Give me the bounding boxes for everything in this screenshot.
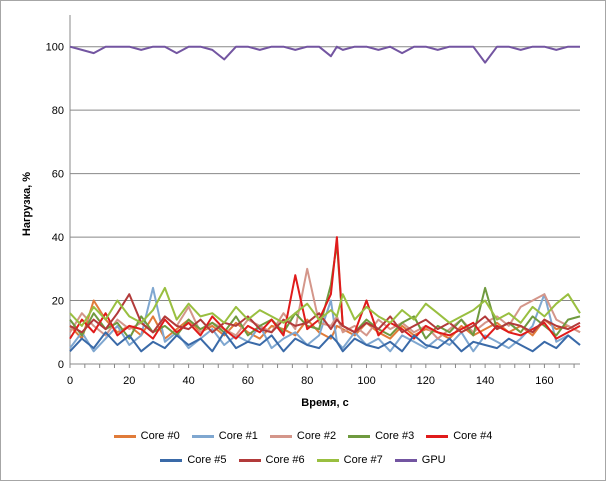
series-line-gpu <box>69 45 580 64</box>
legend-item: Core #6 <box>238 454 305 466</box>
legend-item: Core #7 <box>316 454 383 466</box>
legend-item: Core #2 <box>269 430 337 442</box>
x-tick-label: 40 <box>182 375 194 387</box>
legend-swatch <box>394 458 417 462</box>
legend-item: Core #5 <box>160 454 227 466</box>
series-line-core-7 <box>69 286 581 327</box>
legend-item: Core #1 <box>191 430 258 442</box>
legend-label: Core #7 <box>343 454 383 466</box>
x-tick-label: 160 <box>535 375 553 387</box>
legend-swatch <box>191 434 214 438</box>
axes <box>69 15 580 368</box>
legend-label: Core #5 <box>187 454 227 466</box>
legend-label: Core #0 <box>140 430 180 442</box>
x-tick-label: 100 <box>357 375 375 387</box>
legend-row: Core #5 Core #6 Core #7 GPU <box>0 448 606 472</box>
x-tick-label: 140 <box>476 375 494 387</box>
legend-label: Core #3 <box>375 430 415 442</box>
y-tick-label: 40 <box>52 232 64 244</box>
legend-swatch <box>316 458 339 462</box>
grid-lines <box>70 46 580 302</box>
legend-label: Core #6 <box>265 454 305 466</box>
series-line-core-1 <box>69 286 581 353</box>
legend-item: Core #4 <box>426 430 492 442</box>
y-tick-label: 100 <box>46 42 64 54</box>
y-tick-label: 0 <box>58 359 64 371</box>
x-tick-label: 120 <box>417 375 435 387</box>
legend-label: Core #4 <box>453 430 493 442</box>
x-axis-title: Время, с <box>301 397 348 409</box>
y-tick-label: 60 <box>52 169 64 181</box>
series-line-core-4 <box>69 236 581 340</box>
y-axis-title: Нагрузка, % <box>21 172 33 236</box>
series-line-core-6 <box>69 293 581 334</box>
legend-swatch <box>348 434 371 438</box>
legend-label: Core #2 <box>296 430 337 442</box>
legend-swatch <box>160 458 183 462</box>
tick-labels: 0 20 40 60 80 100 0 20 40 60 80 100 120 140 160 <box>46 42 554 387</box>
x-tick-label: 20 <box>123 375 135 387</box>
legend-swatch <box>113 434 136 438</box>
y-tick-label: 20 <box>52 296 64 308</box>
legend-row: Core #0 Core #1 Core #2 Core #3 Core #4 <box>0 424 606 448</box>
legend-label: Core #1 <box>218 430 258 442</box>
legend-label: GPU <box>421 454 446 466</box>
legend-item: GPU <box>394 454 446 466</box>
x-tick-label: 0 <box>67 375 73 387</box>
series-line-core-5 <box>69 331 581 353</box>
x-tick-label: 60 <box>242 375 254 387</box>
legend-swatch <box>238 458 261 462</box>
legend-swatch <box>269 434 292 438</box>
x-tick-label: 80 <box>301 375 313 387</box>
legend-item: Core #3 <box>348 430 414 442</box>
legend-item: Core #0 <box>113 430 180 442</box>
legend-swatch <box>426 434 449 438</box>
legend: Core #0 Core #1 Core #2 Core #3 Core #4 Core… <box>0 424 606 472</box>
y-tick-label: 80 <box>52 105 64 117</box>
series-lines <box>69 45 581 353</box>
